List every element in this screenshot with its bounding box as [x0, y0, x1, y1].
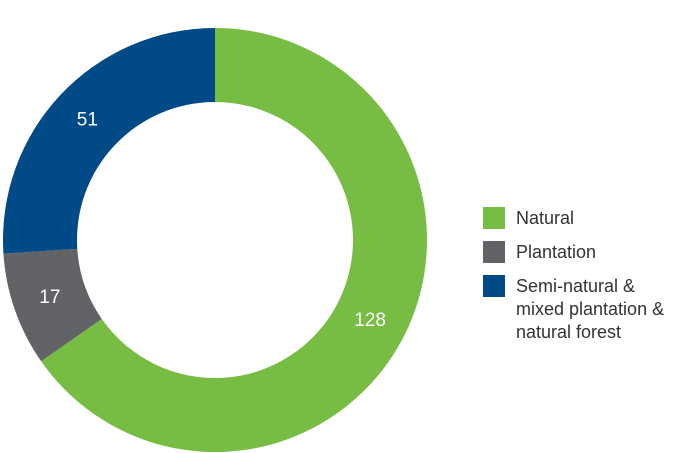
legend-label: Semi-natural & mixed plantation & natura… — [516, 276, 665, 342]
donut-slice — [41, 28, 428, 453]
donut-slice — [3, 248, 102, 362]
value-label: 17 — [39, 287, 60, 308]
legend-item: Semi-natural & mixed plantation & natura… — [483, 275, 683, 344]
legend-item: Natural — [483, 207, 683, 230]
legend-swatch — [483, 275, 505, 297]
value-label: 128 — [354, 310, 386, 331]
legend-swatch — [483, 241, 505, 263]
legend-swatch — [483, 207, 505, 229]
value-label: 51 — [77, 109, 98, 130]
legend: Natural Plantation Semi-natural & mixed pl… — [483, 207, 683, 355]
legend-label: Natural — [516, 208, 575, 228]
legend-label: Plantation — [516, 242, 597, 262]
chart: 128 17 51 — [2, 28, 428, 453]
legend-item: Plantation — [483, 241, 683, 264]
donut-slice — [2, 28, 215, 254]
